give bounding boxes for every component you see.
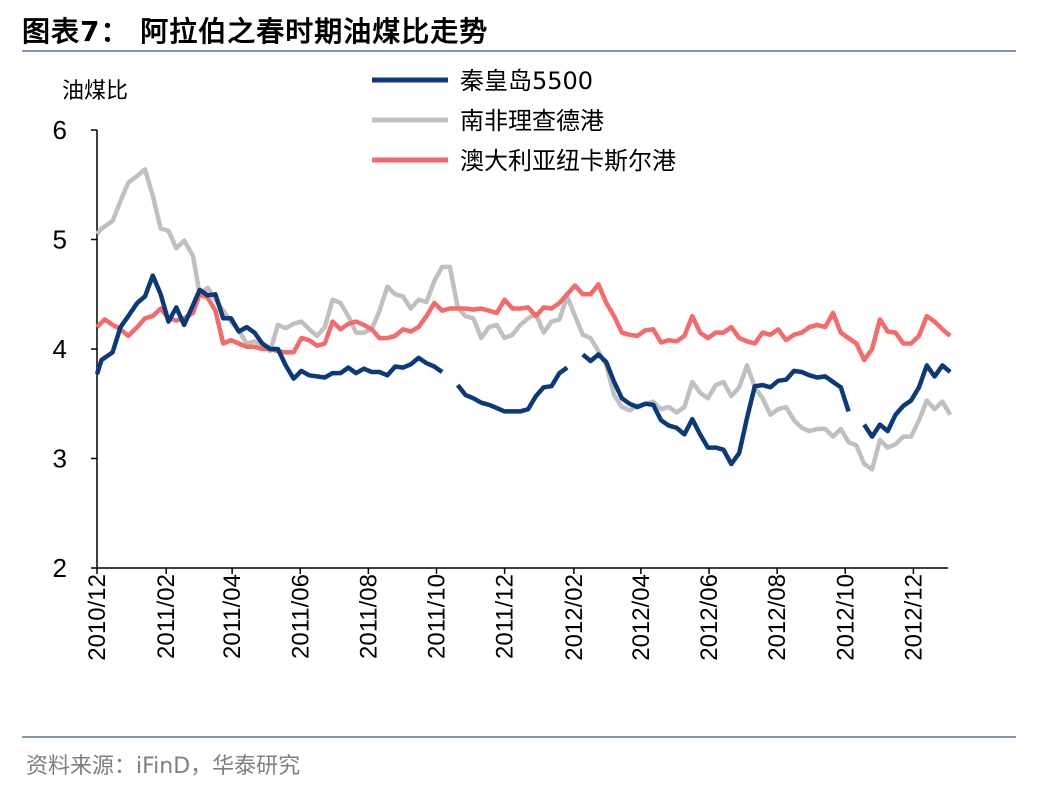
axes: 2 3 4 5 6 2010/12 2011/02 2011/04 2011/06 2011/08…: [53, 115, 948, 661]
y-tick-label: 6: [53, 115, 67, 145]
x-tick-label: 2011/04: [219, 574, 246, 659]
x-tick-label: 2011/12: [492, 574, 519, 659]
x-tick-label: 2011/02: [153, 574, 180, 659]
x-tick-label: 2012/12: [900, 574, 927, 661]
x-tick-label: 2012/08: [764, 574, 791, 661]
source-rule: [22, 736, 1016, 738]
x-tick-label: 2011/08: [355, 574, 382, 659]
series-layer: [94, 167, 953, 472]
x-tick-label: 2011/06: [287, 574, 314, 659]
legend-label-1: 南非理查德港: [460, 107, 604, 135]
y-tick-label: 2: [53, 553, 67, 583]
legend-label-0: 秦皇岛5500: [460, 67, 593, 95]
x-tick-label: 2012/04: [628, 574, 655, 661]
series-line-2: [95, 282, 952, 363]
y-axis-label: 油煤比: [62, 79, 128, 104]
x-tick-label: 2012/06: [696, 574, 723, 661]
legend-label-2: 澳大利亚纽卡斯尔港: [460, 147, 676, 175]
y-tick-label: 4: [53, 334, 67, 364]
chart-title: 图表7： 阿拉伯之春时期油煤比走势: [22, 15, 489, 48]
x-tick-label: 2011/10: [424, 574, 451, 659]
y-tick-label: 5: [53, 225, 67, 255]
x-tick-label: 2012/10: [832, 574, 859, 661]
x-tick-label: 2012/02: [561, 574, 588, 661]
title-rule: [22, 50, 1016, 52]
y-tick-label: 3: [53, 444, 67, 474]
series-line-0: [94, 273, 952, 467]
source-note: 资料来源：iFinD，华泰研究: [26, 754, 301, 779]
x-tick-label: 2010/12: [84, 574, 111, 661]
